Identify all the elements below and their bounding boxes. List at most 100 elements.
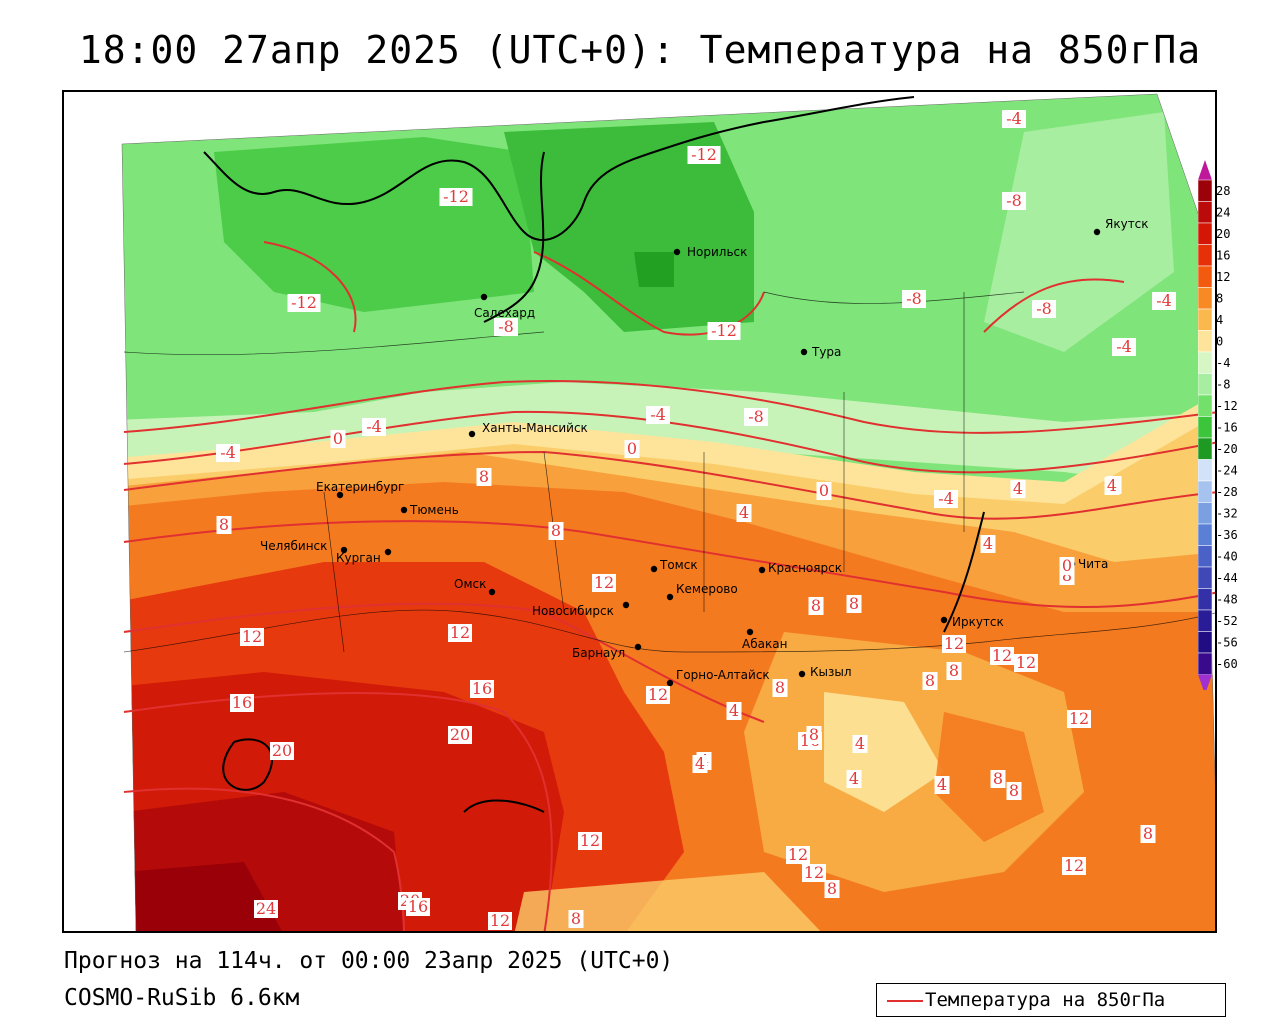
isotherm-value-label: -8 <box>494 317 518 336</box>
isotherm-value-label: 16 <box>230 693 254 712</box>
city-dot <box>940 616 948 624</box>
city-dot <box>666 679 674 687</box>
svg-text:4: 4 <box>937 775 947 794</box>
city-label: Томск <box>659 558 698 572</box>
colorbar-cell <box>1198 480 1213 503</box>
forecast-run-text: Прогноз на 114ч. от 00:00 23апр 2025 (UT… <box>64 948 674 974</box>
isotherm-value-label: 8 <box>476 467 492 486</box>
isotherm-value-label: 12 <box>990 646 1014 665</box>
isotherm-value-label: -4 <box>362 417 386 436</box>
city-dot <box>622 601 630 609</box>
colorbar-level-label: -8 <box>1216 377 1230 391</box>
svg-text:4: 4 <box>695 754 705 773</box>
svg-text:16: 16 <box>472 679 492 698</box>
city-label: Иркутск <box>952 615 1004 629</box>
isotherm-value-label: 4 <box>1104 476 1120 495</box>
city-dot <box>400 506 408 514</box>
model-name-text: COSMO-RuSib 6.6км <box>64 985 300 1011</box>
coastlines <box>203 96 985 813</box>
svg-text:12: 12 <box>804 863 824 882</box>
svg-text:12: 12 <box>648 685 668 704</box>
isotherm-value-label: 12 <box>578 831 602 850</box>
isotherm-value-label: 8 <box>216 515 232 534</box>
svg-text:12: 12 <box>1064 856 1084 875</box>
isotherm-value-label: 12 <box>1067 709 1091 728</box>
colorbar-level-label: -48 <box>1216 592 1238 606</box>
colorbar-cell <box>1198 351 1213 374</box>
city-dot <box>800 348 808 356</box>
city-dot <box>488 588 496 596</box>
city-label: Абакан <box>742 637 787 651</box>
isotherm-value-label: 12 <box>1014 653 1038 672</box>
svg-text:8: 8 <box>925 671 935 690</box>
svg-text:8: 8 <box>811 596 821 615</box>
colorbar-cell <box>1198 609 1213 632</box>
colorbar-cell <box>1198 265 1213 288</box>
colorbar-level-label: -36 <box>1216 528 1238 542</box>
isotherm-value-label: 8 <box>846 594 862 613</box>
isotherm-value-label: -12 <box>439 187 473 206</box>
colorbar-bottom-arrow <box>1198 674 1212 690</box>
svg-text:0: 0 <box>819 481 829 500</box>
colorbar-level-label: -56 <box>1216 635 1238 649</box>
svg-text:0: 0 <box>627 439 637 458</box>
isotherm-value-label: 12 <box>1062 856 1086 875</box>
isotherm-value-label: 8 <box>568 909 584 928</box>
isotherm-value-label: -12 <box>707 321 741 340</box>
svg-text:4: 4 <box>849 769 859 788</box>
colorbar-level-label: 12 <box>1216 270 1230 284</box>
isotherm-value-label: -4 <box>1112 337 1136 356</box>
city-dot <box>758 566 766 574</box>
city-label: Горно-Алтайск <box>676 668 770 682</box>
isotherm-value-label: 0 <box>1059 556 1075 575</box>
svg-text:8: 8 <box>1062 566 1072 585</box>
colorbar-level-label: -24 <box>1216 463 1238 477</box>
city-label: Тура <box>811 345 841 359</box>
isotherm-value-label: -8 <box>902 289 926 308</box>
isotherm-value-label: 4 <box>736 503 752 522</box>
isotherm-value-label: 8 <box>922 671 938 690</box>
city-label: Новосибирск <box>532 604 614 618</box>
svg-text:-4: -4 <box>1156 291 1172 310</box>
isotherm-value-label: 4 <box>692 754 708 773</box>
svg-text:4: 4 <box>1013 479 1023 498</box>
isotherm-value-label: 4 <box>980 534 996 553</box>
isotherm-value-label: -4 <box>216 443 240 462</box>
colorbar-cell <box>1198 308 1213 331</box>
temperature-map[interactable]: Норильск Якутск Салехард Тура Ханты-Мансийск… <box>62 90 1217 933</box>
svg-text:12: 12 <box>944 634 964 653</box>
svg-text:12: 12 <box>1069 709 1089 728</box>
city-label: Красноярск <box>768 561 842 575</box>
city-label: Барнаул <box>572 646 625 660</box>
city-dot <box>634 643 642 651</box>
svg-text:-12: -12 <box>691 145 717 164</box>
region-borders <box>123 291 1215 653</box>
colorbar-cell <box>1198 394 1213 417</box>
isotherm-value-label: 0 <box>624 439 640 458</box>
svg-text:8: 8 <box>479 467 489 486</box>
svg-text:4: 4 <box>983 534 993 553</box>
svg-text:-8: -8 <box>1006 191 1022 210</box>
city-label: Омск <box>454 577 486 591</box>
svg-text:8: 8 <box>827 879 837 898</box>
svg-text:-8: -8 <box>1036 299 1052 318</box>
colorbar-cell <box>1198 437 1213 460</box>
map-title: 18:00 27апр 2025 (UTC+0): Температура на… <box>78 28 1202 72</box>
svg-text:8: 8 <box>571 909 581 928</box>
temperature-fields <box>122 94 1215 931</box>
colorbar-cell <box>1198 179 1213 202</box>
isotherm-value-label: 16 <box>406 897 430 916</box>
isotherm-value-label: 12 <box>786 845 810 864</box>
city-label: Ханты-Мансийск <box>482 421 588 435</box>
city-dot <box>336 491 344 499</box>
isotherm-value-label: 8 <box>990 769 1006 788</box>
isotherm-line-swatch <box>887 1000 923 1002</box>
svg-text:-4: -4 <box>1116 337 1132 356</box>
isotherm-value-label: 16 <box>470 679 494 698</box>
colorbar-cell <box>1198 244 1213 267</box>
colorbar-level-label: -60 <box>1216 657 1238 671</box>
isotherm-value-label: 8 <box>1140 824 1156 843</box>
city-label: Салехард <box>474 306 535 320</box>
svg-text:8: 8 <box>775 678 785 697</box>
svg-text:20: 20 <box>272 741 292 760</box>
